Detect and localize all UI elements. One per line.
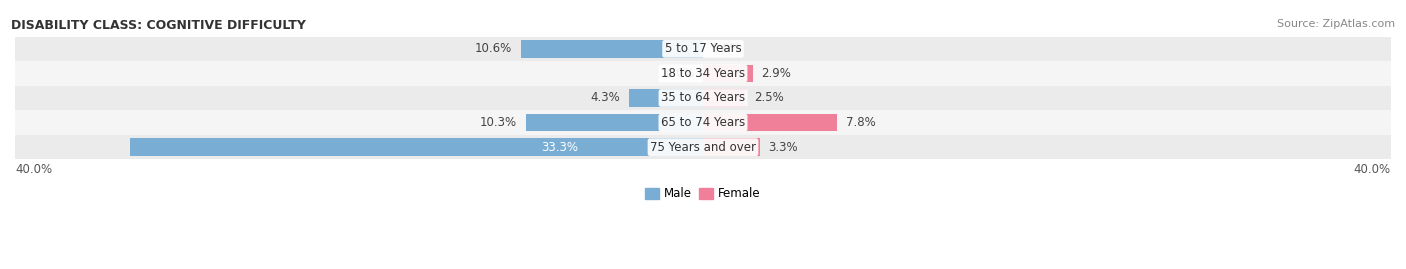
Bar [15, 86, 1391, 110]
Text: 3.3%: 3.3% [768, 141, 799, 154]
Bar [628, 89, 703, 107]
Text: DISABILITY CLASS: COGNITIVE DIFFICULTY: DISABILITY CLASS: COGNITIVE DIFFICULTY [11, 19, 307, 32]
Text: 65 to 74 Years: 65 to 74 Years [661, 116, 745, 129]
Bar [15, 110, 1391, 135]
Bar [526, 114, 703, 132]
Legend: Male, Female: Male, Female [641, 183, 765, 205]
Bar [15, 37, 1391, 61]
Bar [703, 89, 747, 107]
Text: 5 to 17 Years: 5 to 17 Years [665, 42, 741, 55]
Text: 35 to 64 Years: 35 to 64 Years [661, 91, 745, 104]
Text: 0.0%: 0.0% [665, 67, 695, 80]
Text: 0.0%: 0.0% [711, 42, 741, 55]
Text: 4.3%: 4.3% [591, 91, 620, 104]
Bar [520, 40, 703, 58]
Text: 75 Years and over: 75 Years and over [650, 141, 756, 154]
Bar [15, 61, 1391, 86]
Text: 2.5%: 2.5% [755, 91, 785, 104]
Text: 10.3%: 10.3% [479, 116, 517, 129]
Bar [703, 138, 759, 156]
Text: 2.9%: 2.9% [762, 67, 792, 80]
Bar [15, 135, 1391, 160]
Text: 10.6%: 10.6% [475, 42, 512, 55]
Bar [703, 114, 837, 132]
Text: 33.3%: 33.3% [541, 141, 578, 154]
Text: 18 to 34 Years: 18 to 34 Years [661, 67, 745, 80]
Text: 40.0%: 40.0% [15, 163, 52, 176]
Bar [131, 138, 703, 156]
Bar [703, 65, 752, 82]
Text: Source: ZipAtlas.com: Source: ZipAtlas.com [1277, 19, 1395, 29]
Text: 40.0%: 40.0% [1354, 163, 1391, 176]
Text: 7.8%: 7.8% [846, 116, 876, 129]
